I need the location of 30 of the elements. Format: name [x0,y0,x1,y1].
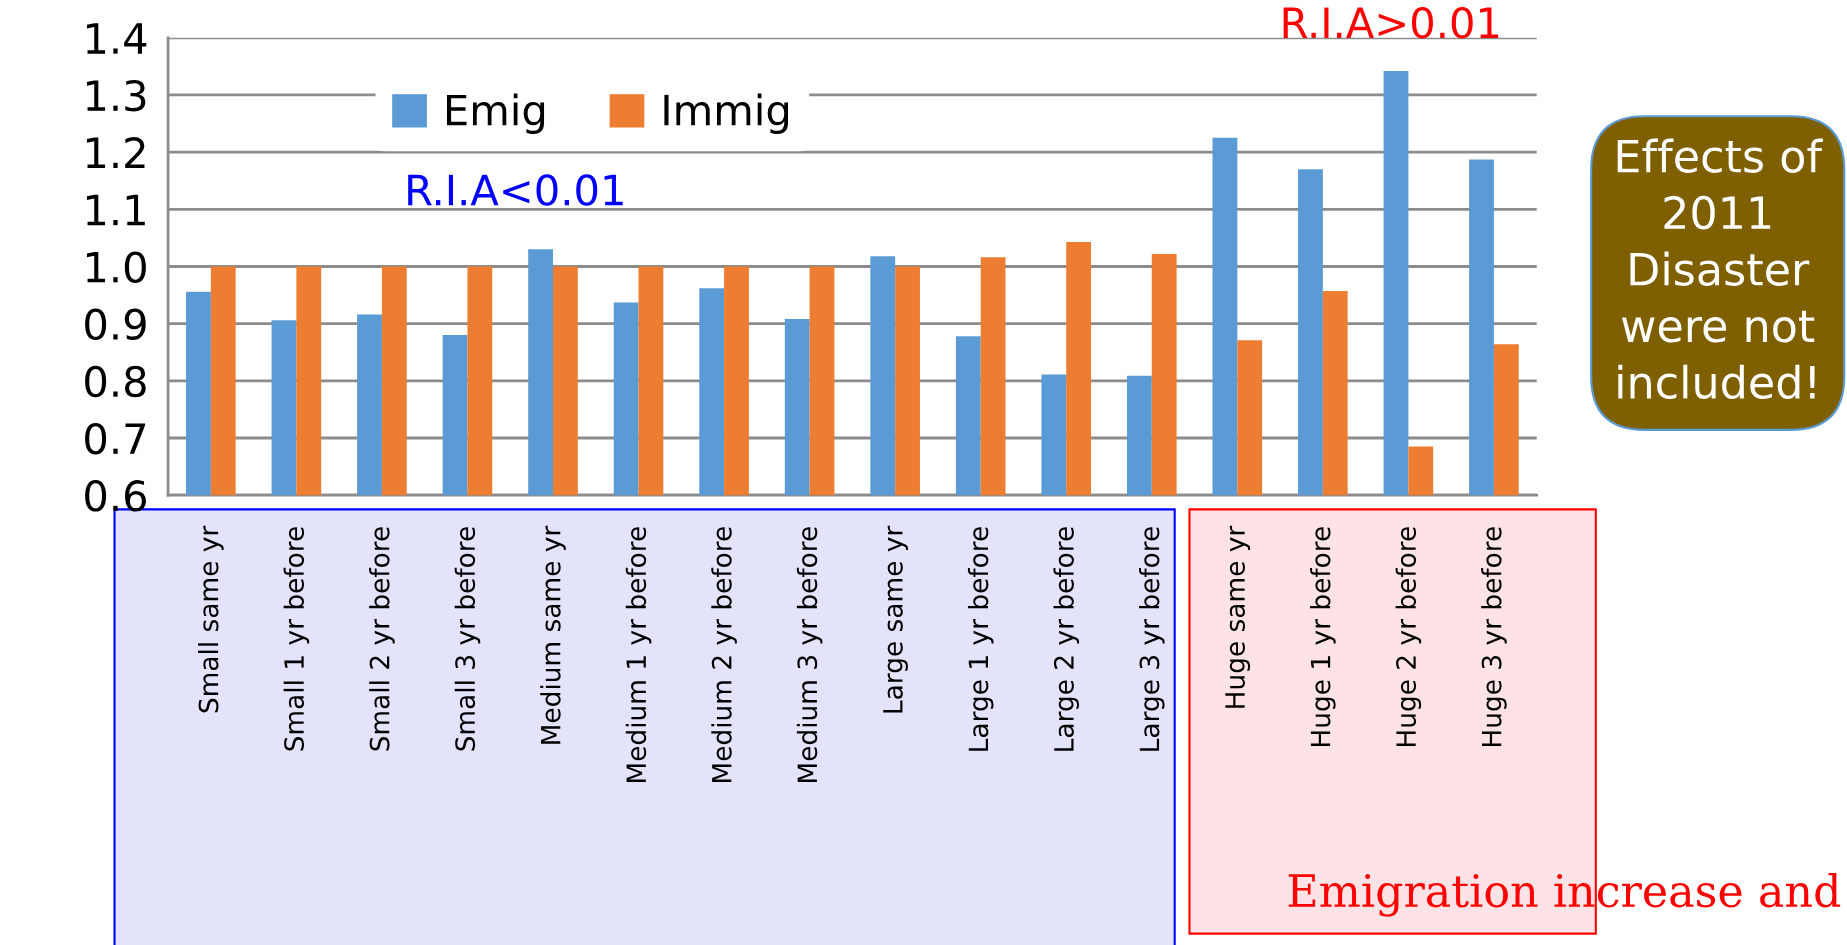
x-tick-label: Medium 1 yr before [625,527,652,782]
x-tick-label: Huge 3 yr before [1481,527,1507,747]
x-tick-label: Small same yr [198,525,224,713]
x-tick-label: Large 1 yr before [967,527,994,751]
x-tick-label: Small 1 yr before [283,527,310,751]
y-tick-label: 0.8 [85,365,146,398]
text: Effects of 2011 Disaster were not included! [1617,138,1823,400]
x-tick-label: Small 2 yr before [369,527,395,751]
y-tick-label: 0.6 [85,480,147,512]
y-tick-label: 1.4 [86,23,147,54]
x-tick-label: Medium same yr [540,525,566,744]
x-tick-label: Huge 1 yr before [1310,527,1336,747]
y-tick-label: 1.3 [86,79,146,112]
x-tick-label: Large 3 yr before [1139,527,1165,751]
y-tick-label: 0.9 [85,308,146,341]
x-tick-label: Huge same yr [1225,525,1251,708]
x-tick-label: Medium 3 yr before [796,527,823,782]
annotation: R.I.A<0.01 [408,174,623,206]
y-tick-label: 1.1 [86,194,145,226]
x-tick-label: Small 3 yr before [454,527,481,751]
legend-label: Emig [446,93,545,134]
y-tick-label: 0.7 [85,422,146,455]
annotation: R.I.A>0.01 [1283,7,1499,39]
x-tick-label: Large same yr [883,525,908,713]
legend-label: Immig [664,93,789,134]
x-tick-label: Large 2 yr before [1053,527,1080,751]
y-tick-label: 1.0 [86,251,146,283]
x-tick-label: Medium 2 yr before [711,527,737,782]
y-tick-label: 1.2 [86,137,145,168]
x-tick-label: Huge 2 yr before [1395,527,1422,747]
